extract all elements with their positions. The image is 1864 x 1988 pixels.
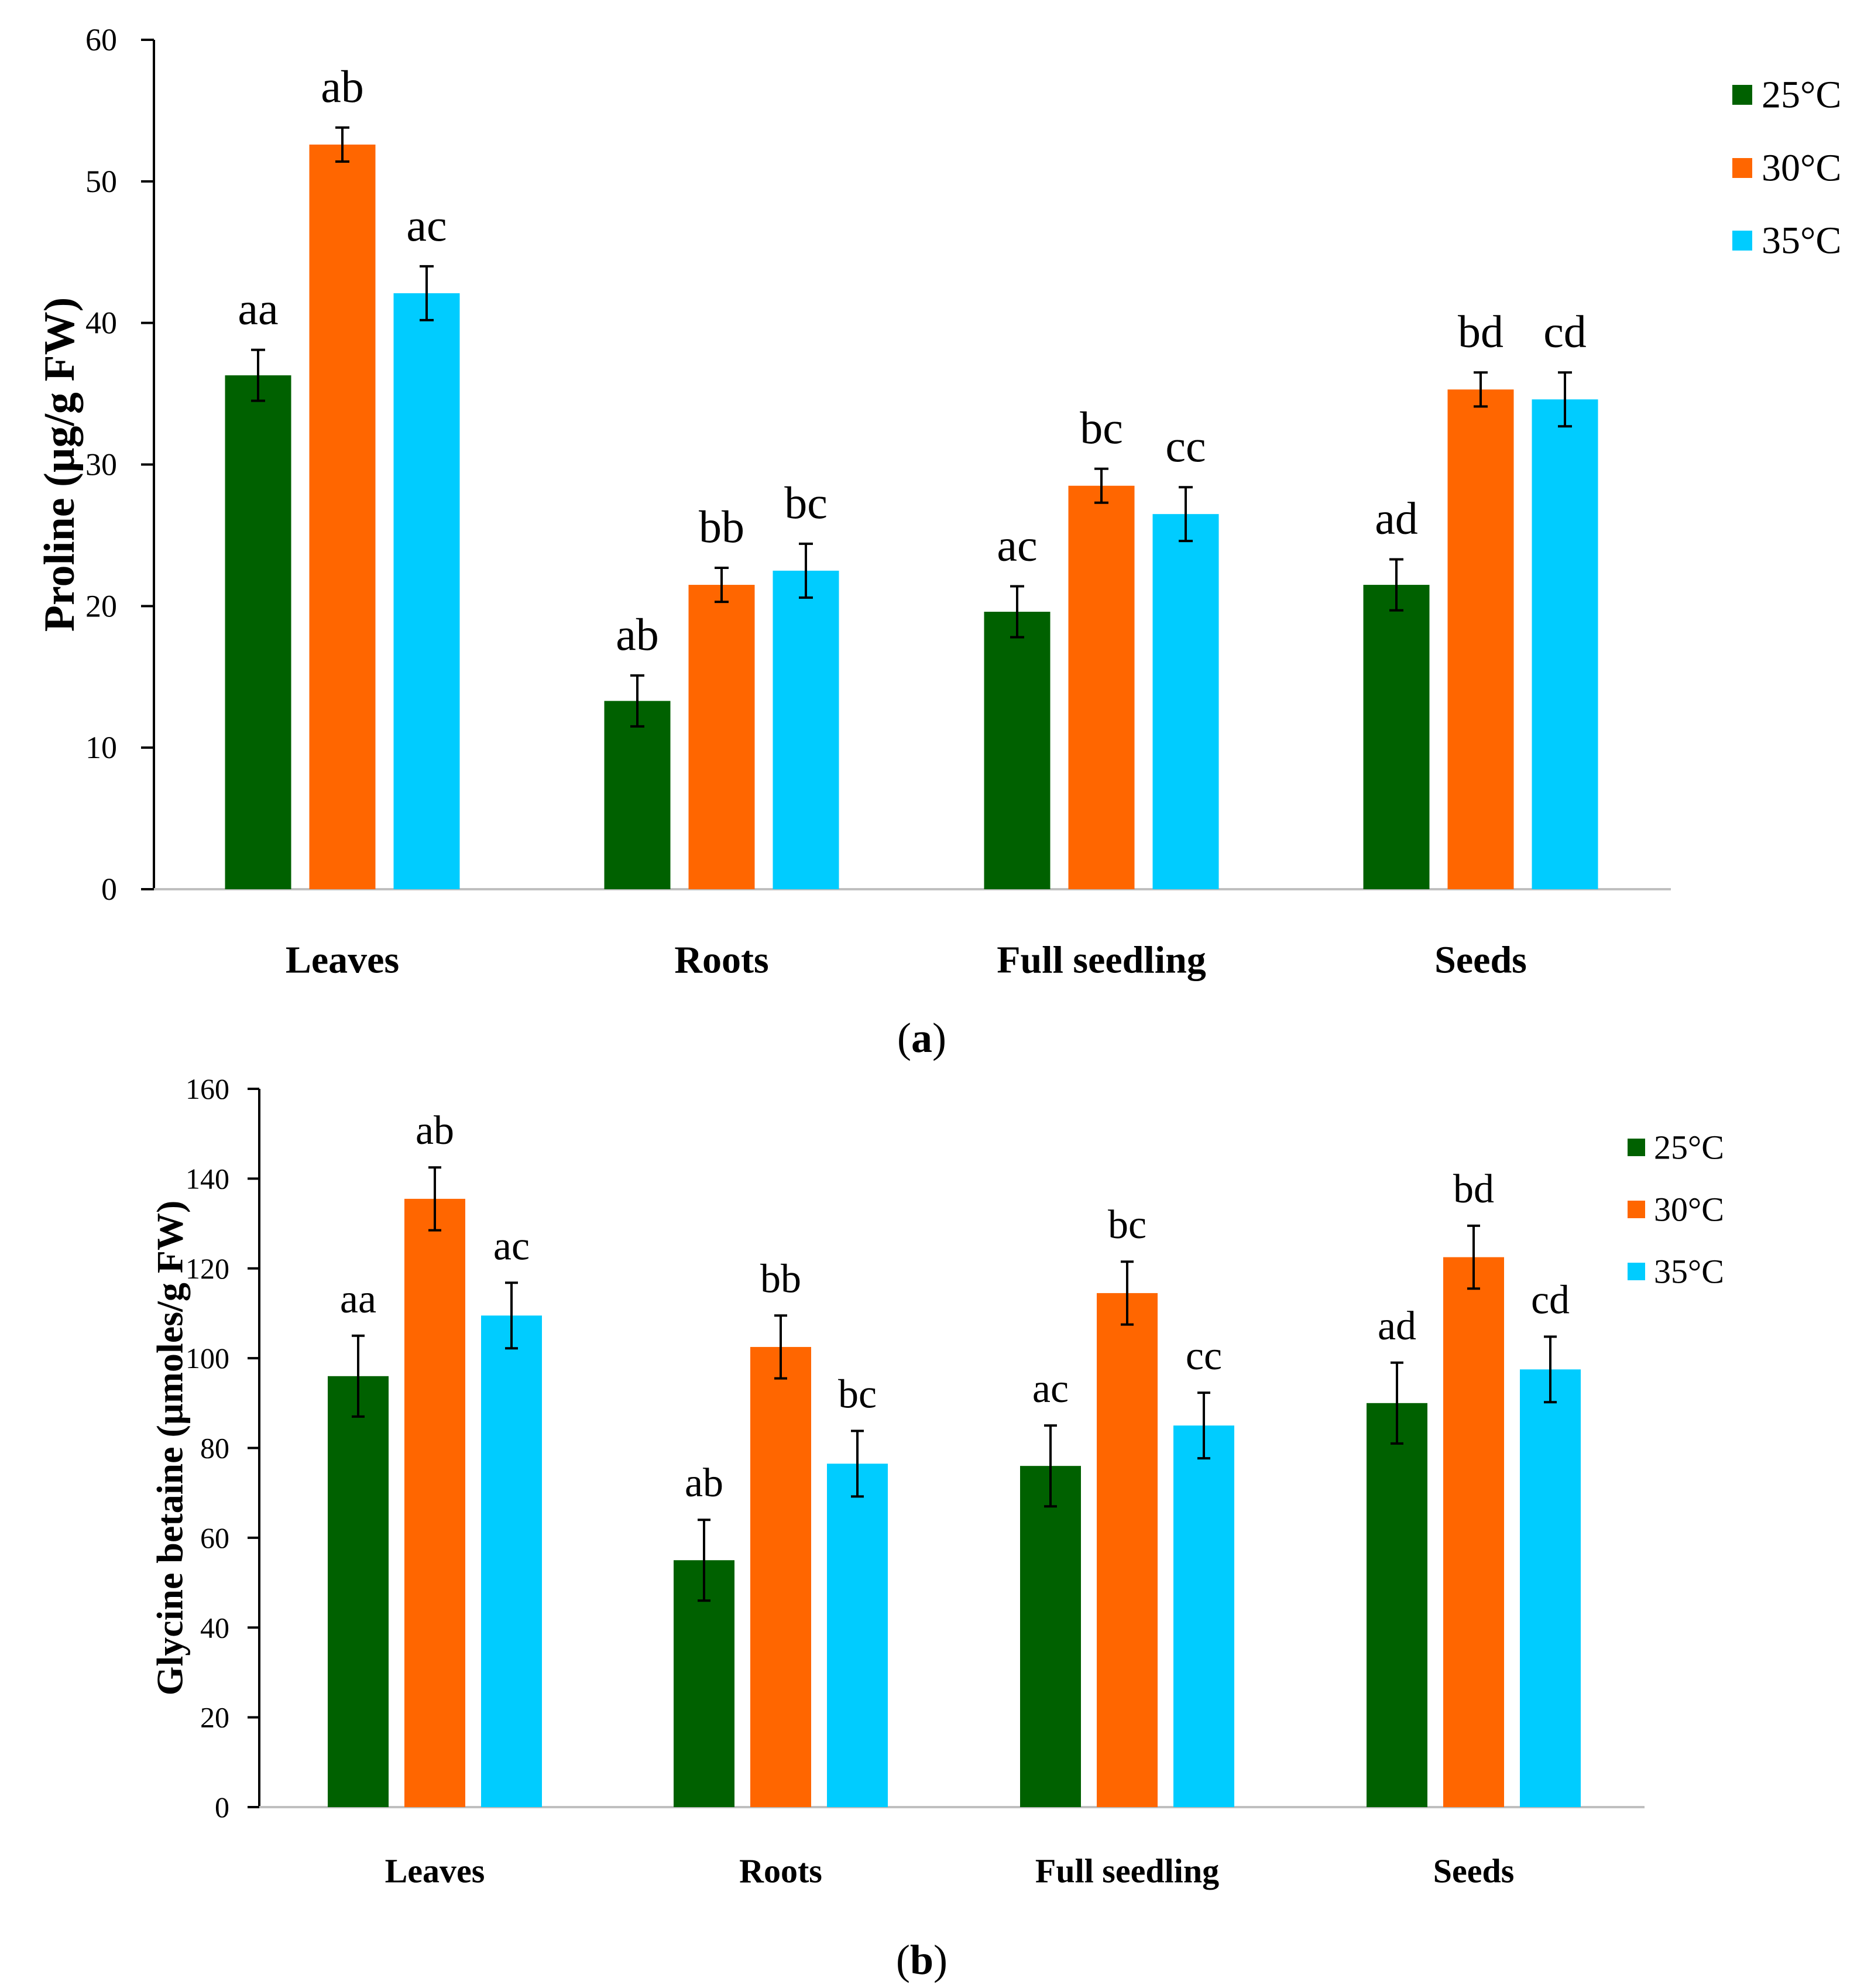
bar [328, 1376, 389, 1807]
significance-label: bb [699, 501, 744, 552]
bar [1097, 1293, 1158, 1807]
legend-swatch [1732, 85, 1752, 105]
bar [1532, 399, 1598, 889]
bar [984, 612, 1051, 889]
y-tick-label: 80 [200, 1432, 229, 1465]
bar [1443, 1257, 1504, 1807]
bar [1173, 1425, 1234, 1807]
y-axis-title: Proline (µg/g FW) [36, 297, 84, 632]
significance-label: bc [1108, 1202, 1146, 1247]
significance-label: ab [616, 609, 659, 660]
bar [481, 1315, 542, 1807]
bar [1068, 485, 1135, 889]
y-tick-label: 0 [215, 1791, 229, 1824]
bar [393, 293, 460, 889]
significance-label: aa [238, 283, 278, 334]
significance-label: bc [838, 1372, 877, 1417]
legend-swatch [1732, 158, 1752, 178]
x-category-label: Leaves [286, 939, 399, 982]
bar [1367, 1403, 1427, 1807]
bar [309, 144, 376, 889]
significance-label: bc [1080, 402, 1123, 453]
y-tick-label: 140 [186, 1162, 229, 1195]
panel-label: (b) [896, 1936, 948, 1983]
significance-label: bb [760, 1256, 801, 1301]
x-category-label: Roots [674, 939, 768, 982]
significance-label: ad [1378, 1304, 1416, 1349]
bar [773, 570, 839, 889]
y-tick-label: 160 [186, 1072, 229, 1105]
y-tick-label: 30 [85, 447, 117, 482]
significance-label: cc [1186, 1334, 1222, 1379]
legend-label: 35°C [1762, 220, 1841, 262]
significance-label: ab [416, 1108, 454, 1153]
y-tick-label: 100 [186, 1342, 229, 1375]
legend-swatch [1628, 1139, 1645, 1156]
bar [1363, 585, 1430, 889]
panel-label: (a) [897, 1014, 946, 1061]
significance-label: cc [1165, 420, 1206, 471]
significance-label: cd [1531, 1277, 1570, 1322]
y-tick-label: 20 [200, 1701, 229, 1734]
significance-label: cd [1543, 306, 1587, 357]
significance-label: bd [1458, 306, 1503, 357]
legend-swatch [1628, 1263, 1645, 1280]
legend-label: 30°C [1762, 147, 1841, 190]
significance-label: bc [784, 477, 828, 528]
x-category-label: Full seedling [997, 939, 1206, 982]
x-category-label: Roots [739, 1852, 822, 1890]
bar [1447, 389, 1514, 889]
y-tick-label: 40 [85, 306, 117, 341]
x-category-label: Seeds [1433, 1852, 1515, 1890]
significance-label: ac [997, 519, 1037, 570]
significance-label: ab [685, 1461, 723, 1506]
bar [1152, 514, 1219, 889]
significance-label: ac [406, 200, 447, 251]
bar [750, 1346, 811, 1807]
y-axis-title: Glycine betaine (µmoles/g FW) [149, 1201, 191, 1696]
legend-swatch [1628, 1201, 1645, 1218]
panel-a-proline-chart: 0 10 20 30 40 50 60 Proline (µg/g FW) aa ab ac Leav… [36, 22, 1841, 1061]
bar [1520, 1369, 1581, 1807]
y-tick-label: 60 [200, 1521, 229, 1554]
y-tick-label: 20 [85, 588, 117, 623]
y-tick-label: 0 [101, 872, 117, 907]
bar [604, 701, 671, 889]
y-tick-label: 10 [85, 730, 117, 765]
significance-label: aa [340, 1277, 376, 1322]
significance-label: ac [1032, 1366, 1069, 1411]
bar [827, 1463, 888, 1807]
bar [404, 1198, 465, 1807]
significance-label: bd [1453, 1167, 1494, 1212]
legend-label: 30°C [1654, 1191, 1724, 1229]
legend-swatch [1732, 231, 1752, 251]
legend-label: 35°C [1654, 1253, 1724, 1291]
legend-label: 25°C [1762, 74, 1841, 116]
bar [688, 585, 755, 889]
y-tick-label: 60 [85, 22, 117, 57]
y-tick-label: 120 [186, 1252, 229, 1285]
bar [1020, 1466, 1081, 1807]
significance-label: ac [493, 1223, 530, 1269]
panel-b-glycine-betaine-chart: 0 20 40 60 80 100 120 140 160 Glycine betaine (µm… [149, 1072, 1724, 1983]
y-tick-label: 50 [85, 164, 117, 199]
x-category-label: Leaves [385, 1852, 485, 1890]
significance-label: ad [1375, 493, 1418, 544]
y-tick-label: 40 [200, 1611, 229, 1644]
x-category-label: Full seedling [1035, 1852, 1219, 1890]
bar [225, 375, 291, 889]
legend-label: 25°C [1654, 1129, 1724, 1167]
significance-label: ab [321, 61, 364, 112]
x-category-label: Seeds [1434, 939, 1527, 982]
